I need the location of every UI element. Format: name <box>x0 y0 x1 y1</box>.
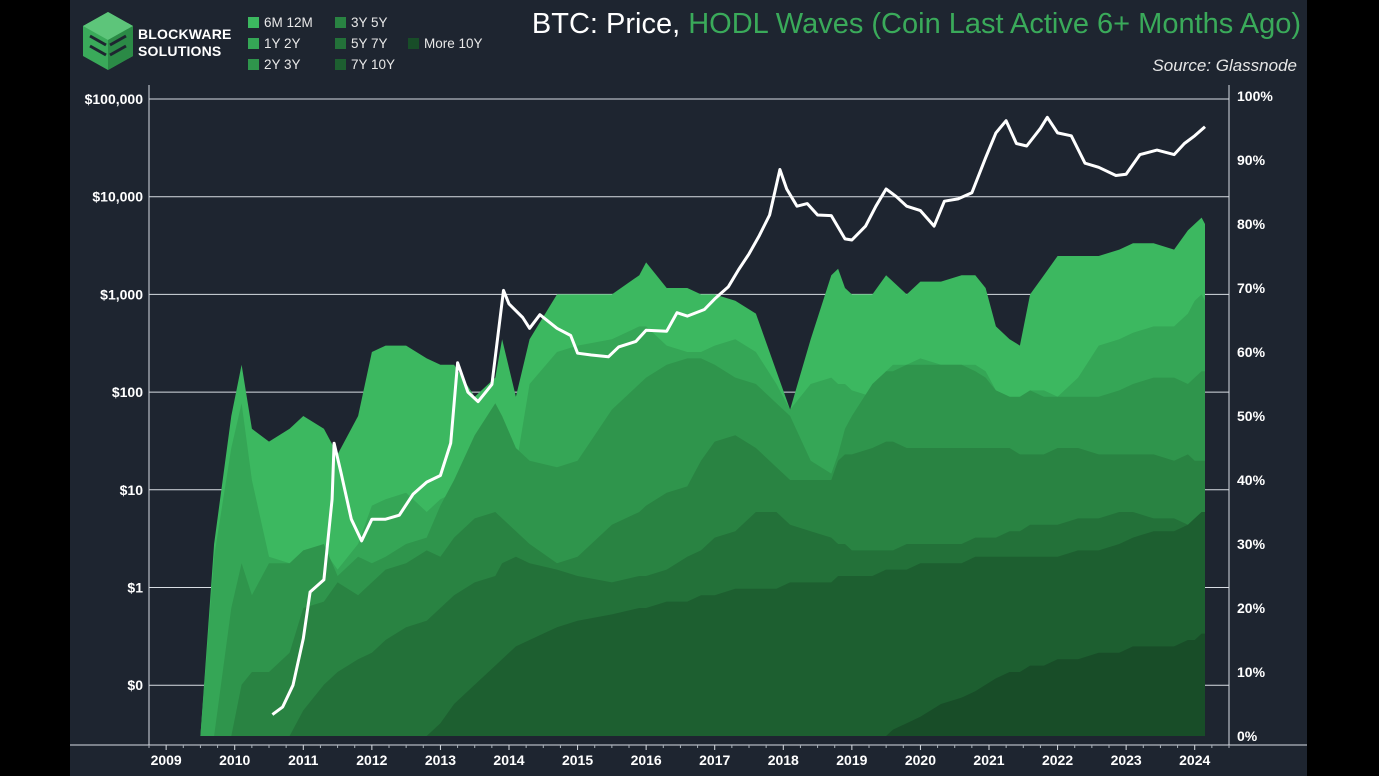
x-tick-label: 2021 <box>973 752 1004 768</box>
x-tick-label: 2011 <box>288 752 319 768</box>
title-highlight: HODL Waves (Coin Last Active 6+ Months A… <box>688 8 1301 40</box>
legend-swatch <box>248 38 259 49</box>
x-tick-label: 2014 <box>493 752 524 768</box>
legend-item: 1Y 2Y <box>248 36 301 51</box>
blockware-logo-icon <box>83 12 133 70</box>
y-right-tick-label: 100% <box>1237 88 1273 104</box>
y-right-tick-label: 10% <box>1237 664 1266 680</box>
legend-swatch <box>335 17 346 28</box>
legend-item: 5Y 7Y <box>335 36 388 51</box>
y-left-tick-label: $1 <box>127 580 143 596</box>
legend-item: 2Y 3Y <box>248 57 301 72</box>
x-tick-label: 2024 <box>1179 752 1210 768</box>
y-left-tick-label: $10 <box>120 482 144 498</box>
x-tick-label: 2018 <box>768 752 799 768</box>
logo-line-2: SOLUTIONS <box>138 43 222 59</box>
x-tick-label: 2020 <box>905 752 936 768</box>
x-tick-label: 2022 <box>1042 752 1073 768</box>
brand-logo-text: BLOCKWARE SOLUTIONS <box>138 26 232 60</box>
legend-item: 6M 12M <box>248 15 313 30</box>
y-left-tick-label: $100,000 <box>85 91 144 107</box>
x-tick-label: 2010 <box>219 752 250 768</box>
area-more-10y <box>200 633 1205 736</box>
legend-swatch <box>335 38 346 49</box>
y-right-tick-label: 80% <box>1237 216 1266 232</box>
y-right-tick-label: 90% <box>1237 152 1266 168</box>
y-right-tick-label: 20% <box>1237 600 1266 616</box>
legend-item: 7Y 10Y <box>335 57 395 72</box>
x-tick-label: 2016 <box>631 752 662 768</box>
legend-label: 2Y 3Y <box>264 57 301 72</box>
legend-label: More 10Y <box>424 36 483 51</box>
x-tick-label: 2013 <box>425 752 456 768</box>
legend-label: 5Y 7Y <box>351 36 388 51</box>
y-left-tick-label: $100 <box>112 384 143 400</box>
logo-line-1: BLOCKWARE <box>138 26 232 42</box>
x-tick-label: 2015 <box>562 752 593 768</box>
axes: $100,000 $10,000 $1,000 $100 $10 $1 $0 100% 90% 8… <box>70 85 1307 768</box>
y-left-tick-label: $10,000 <box>92 189 143 205</box>
y-right-tick-label: 0% <box>1237 728 1258 744</box>
btc-price-line <box>271 115 1206 716</box>
area-7y-10y <box>200 512 1205 736</box>
hodl-wave-areas <box>200 217 1205 737</box>
legend-swatch <box>248 17 259 28</box>
y-left-tick-label: $1,000 <box>100 286 143 302</box>
y-right-tick-label: 30% <box>1237 536 1266 552</box>
legend-label: 7Y 10Y <box>351 57 396 72</box>
x-tick-label: 2019 <box>836 752 867 768</box>
legend-swatch <box>248 59 259 70</box>
y-right-tick-label: 50% <box>1237 408 1266 424</box>
legend-label: 6M 12M <box>264 15 313 30</box>
legend-item: More 10Y <box>408 36 483 51</box>
title-main: BTC: Price, <box>531 8 681 40</box>
y-right-tick-label: 40% <box>1237 472 1266 488</box>
legend-label: 3Y 5Y <box>351 15 388 30</box>
legend-item: 3Y 5Y <box>335 15 388 30</box>
legend-swatch <box>335 59 346 70</box>
y-left-tick-label: $0 <box>127 677 143 693</box>
x-tick-label: 2023 <box>1111 752 1142 768</box>
source-note: Source: Glassnode <box>1152 56 1297 75</box>
x-tick-label: 2012 <box>356 752 387 768</box>
x-tick-label: 2009 <box>151 752 182 768</box>
legend-label: 1Y 2Y <box>264 36 301 51</box>
y-right-tick-label: 70% <box>1237 280 1266 296</box>
y-right-tick-label: 60% <box>1237 344 1266 360</box>
legend-swatch <box>408 38 419 49</box>
x-tick-label: 2017 <box>699 752 730 768</box>
price-series <box>271 115 1206 716</box>
chart-title: BTC: Price, HODL Waves (Coin Last Active… <box>532 8 1301 41</box>
